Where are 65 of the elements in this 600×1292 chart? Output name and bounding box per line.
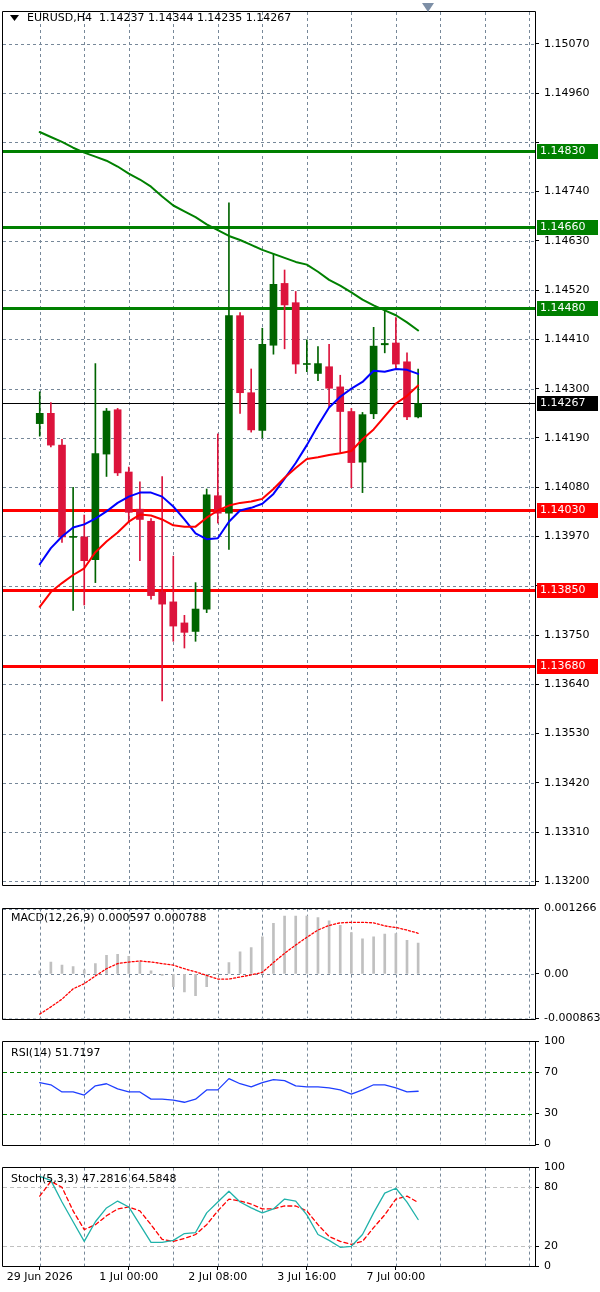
bar	[183, 974, 186, 993]
x-tick-label: 3 Jul 16:00	[277, 1270, 337, 1284]
line-series	[39, 921, 419, 1015]
bar	[294, 915, 298, 974]
bar	[82, 969, 86, 974]
y-tick-label: 1.14740	[544, 184, 590, 198]
y-tick-label: 1.14080	[544, 480, 590, 494]
y-tick-label: 100	[544, 1160, 565, 1174]
x-tick-label: 7 Jul 00:00	[366, 1270, 426, 1284]
y-tick-label: 1.13530	[544, 726, 590, 740]
bar	[105, 955, 108, 974]
y-tick-label: 20	[544, 1239, 558, 1253]
y-tick-label: 1.14630	[544, 233, 590, 247]
y-tick-label: 0.00	[544, 966, 569, 980]
y-tick-label: 0	[544, 1137, 551, 1151]
bar	[194, 974, 197, 996]
y-tick-label: 1.14300	[544, 381, 590, 395]
y-tick-label: 1.15070	[544, 36, 590, 50]
bar	[383, 933, 387, 974]
text: RSI(14) 51.7197	[11, 1046, 101, 1060]
bar	[38, 970, 42, 974]
ref-line-label: 1.14660	[540, 220, 586, 234]
y-tick-label: 1.13640	[544, 677, 590, 691]
bar	[350, 932, 353, 974]
ref-line-label: 1.14267	[540, 396, 586, 410]
y-tick-label: 1.13970	[544, 529, 590, 543]
bar	[116, 953, 119, 974]
bar	[260, 936, 264, 974]
ref-line-label: 1.13680	[540, 659, 586, 673]
candlestick	[303, 339, 311, 372]
ref-line-label: 1.14030	[540, 503, 586, 517]
chart-title: EURUSD,H4 1.14237 1.14344 1.14235 1.14267	[27, 10, 292, 24]
bar	[171, 974, 175, 988]
ref-line-label: 1.13850	[540, 583, 586, 597]
y-tick-label: 80	[544, 1180, 558, 1194]
bar	[372, 936, 375, 974]
candlestick	[69, 486, 77, 611]
chart-title: MACD(12,26,9) 0.000597 0.000788	[11, 911, 207, 925]
y-tick-label: 100	[544, 1034, 565, 1048]
x-tick-label: 2 Jul 08:00	[188, 1270, 248, 1284]
y-tick-label: 1.14960	[544, 85, 590, 99]
y-tick-label: 70	[544, 1065, 558, 1079]
y-tick-label: -0.000863	[544, 1011, 600, 1025]
y-tick-label: 1.14190	[544, 430, 590, 444]
bar	[338, 925, 342, 974]
bar	[272, 923, 275, 974]
y-tick-label: 1.13310	[544, 824, 590, 838]
bar	[205, 974, 208, 988]
bar	[249, 947, 253, 974]
ref-line-label: 1.14480	[540, 301, 586, 315]
y-tick-label: 0.001266	[544, 901, 597, 915]
y-tick-label: 1.14410	[544, 332, 590, 346]
y-tick-label: 30	[544, 1106, 558, 1120]
ref-line-label: 1.14830	[540, 144, 586, 158]
bar	[283, 915, 286, 974]
y-tick-label: 1.13750	[544, 627, 590, 641]
x-tick-label: 1 Jul 00:00	[99, 1270, 159, 1284]
y-tick-label: 1.13200	[544, 874, 590, 888]
x-tick-label: 29 Jun 2026	[6, 1270, 73, 1284]
bar	[127, 956, 131, 974]
y-tick-label: 1.13420	[544, 775, 590, 789]
bar	[94, 963, 97, 974]
bar	[361, 938, 364, 974]
y-tick-label: 0	[544, 1258, 551, 1272]
y-tick-label: 1.14520	[544, 283, 590, 296]
